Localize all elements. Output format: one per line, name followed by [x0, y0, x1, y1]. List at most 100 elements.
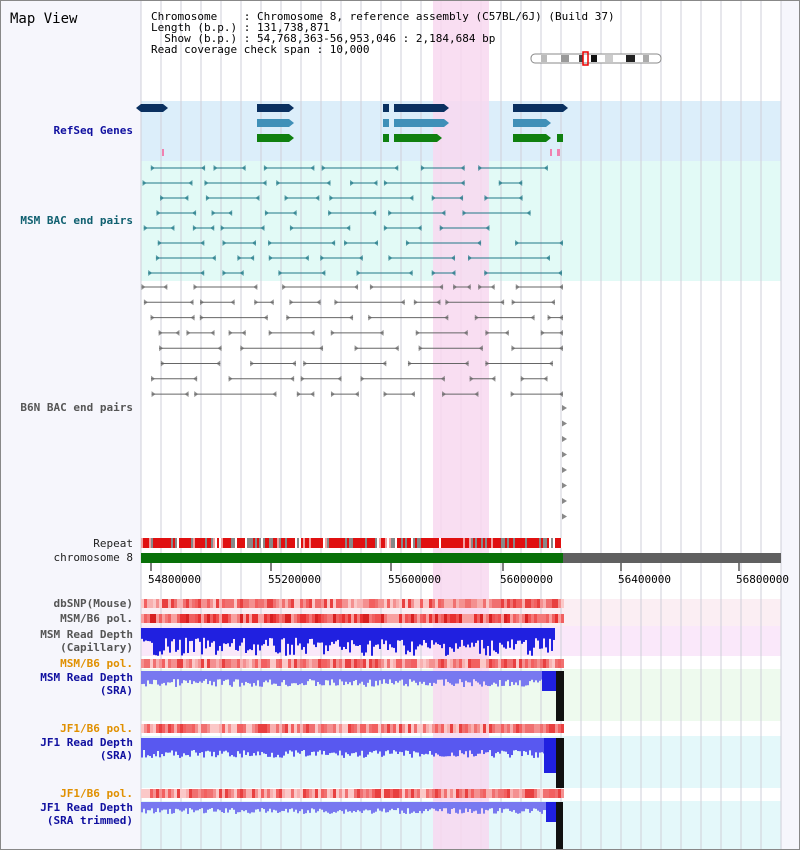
track-label-refseq[interactable]: RefSeq Genes	[53, 124, 133, 137]
polymorphism-cell	[318, 614, 321, 623]
polymorphism-cell	[297, 659, 300, 668]
track-label-chromosome[interactable]: chromosome 8	[53, 551, 133, 564]
repeat-element	[365, 538, 367, 548]
polymorphism-cell	[315, 724, 318, 733]
read-depth-bar	[349, 628, 351, 653]
polymorphism-cell	[531, 789, 534, 798]
repeat-element	[297, 538, 299, 548]
read-depth-bar	[161, 738, 163, 755]
read-depth-bar	[395, 628, 397, 653]
polymorphism-cell	[288, 659, 291, 668]
read-depth-bar	[159, 671, 161, 686]
polymorphism-cell	[180, 599, 183, 608]
gene-feature	[394, 104, 444, 112]
track-label-msm-bac[interactable]: MSM BAC end pairs	[20, 214, 133, 227]
polymorphism-cell	[471, 614, 474, 623]
read-depth-bar	[463, 671, 465, 687]
polymorphism-cell	[141, 789, 144, 798]
read-depth-bar	[357, 628, 359, 646]
polymorphism-cell	[240, 789, 243, 798]
read-depth-bar	[411, 671, 413, 682]
read-depth-bar	[163, 738, 165, 757]
polymorphism-cell	[222, 599, 225, 608]
bac-end	[276, 180, 281, 186]
track-label-jf1-b6-pol-2[interactable]: JF1/B6 pol.	[60, 787, 133, 800]
polymorphism-cell	[297, 789, 300, 798]
track-label-jf1-depth-sra[interactable]: JF1 Read Depth (SRA)	[40, 736, 133, 762]
polymorphism-cell	[444, 724, 447, 733]
read-depth-bar	[321, 671, 323, 686]
polymorphism-cell	[447, 599, 450, 608]
track-label-msm-depth-capillary[interactable]: MSM Read Depth (Capillary)	[40, 628, 133, 654]
read-depth-bar	[165, 628, 167, 639]
track-label-msm-depth-sra[interactable]: MSM Read Depth (SRA)	[40, 671, 133, 697]
read-depth-bar	[491, 628, 493, 641]
read-depth-bar	[315, 738, 317, 756]
polymorphism-cell	[420, 659, 423, 668]
read-depth-bar	[209, 671, 211, 681]
repeat-element	[505, 538, 507, 548]
polymorphism-cell	[354, 599, 357, 608]
repeat-element	[535, 538, 537, 548]
label-line-2: (Capillary)	[60, 641, 133, 654]
track-label-dbsnp[interactable]: dbSNP(Mouse)	[53, 597, 133, 610]
read-depth-bar	[259, 671, 261, 687]
repeat-element	[263, 538, 265, 548]
polymorphism-cell	[255, 659, 258, 668]
ideogram-band	[561, 55, 569, 62]
polymorphism-cell	[249, 724, 252, 733]
polymorphism-cell	[309, 659, 312, 668]
polymorphism-cell	[453, 599, 456, 608]
polymorphism-cell	[345, 789, 348, 798]
bac-end	[192, 225, 197, 231]
track-label-msm-b6-pol-2[interactable]: MSM/B6 pol.	[60, 657, 133, 670]
read-depth-bar	[247, 738, 249, 753]
bac-end	[518, 180, 523, 186]
read-depth-bar	[441, 671, 443, 680]
read-depth-bar	[515, 738, 517, 751]
read-depth-bar	[349, 738, 351, 756]
bac-end	[436, 299, 441, 306]
read-depth-bar	[201, 738, 203, 753]
read-depth-bar	[481, 671, 483, 687]
polymorphism-cell	[294, 614, 297, 623]
read-depth-bar	[147, 671, 149, 681]
bac-end	[200, 299, 205, 306]
track-label-msm-b6-pol[interactable]: MSM/B6 pol.	[60, 612, 133, 625]
polymorphism-cell	[531, 599, 534, 608]
repeat-element	[399, 538, 401, 548]
read-depth-bar	[407, 671, 409, 687]
read-depth-bar	[403, 738, 405, 756]
read-depth-bar	[451, 671, 453, 685]
read-depth-bar	[315, 802, 317, 813]
read-depth-bar	[495, 628, 497, 653]
bac-end	[237, 255, 242, 261]
polymorphism-cell	[273, 724, 276, 733]
track-label-b6n-bac[interactable]: B6N BAC end pairs	[20, 401, 133, 414]
read-depth-bar	[351, 628, 353, 641]
read-depth-bar	[307, 802, 309, 811]
read-depth-bar	[249, 802, 251, 814]
polymorphism-cell	[177, 614, 180, 623]
read-depth-bar	[195, 802, 197, 811]
polymorphism-cell	[558, 724, 561, 733]
read-depth-bar	[537, 671, 539, 683]
polymorphism-cell	[363, 789, 366, 798]
read-depth-bar	[379, 671, 381, 681]
bac-end	[562, 467, 567, 473]
polymorphism-cell	[303, 614, 306, 623]
read-depth-bar	[243, 802, 245, 812]
read-depth-bar	[459, 671, 461, 680]
chromosome-line: Chromosome : Chromosome 8, reference ass…	[151, 10, 615, 23]
track-label-repeat[interactable]: Repeat	[93, 537, 133, 550]
read-depth-bar	[441, 628, 443, 649]
read-depth-bar	[377, 738, 379, 754]
track-label-jf1-depth-trimmed[interactable]: JF1 Read Depth (SRA trimmed)	[40, 801, 133, 827]
repeat-element	[521, 538, 523, 548]
polymorphism-cell	[288, 724, 291, 733]
read-depth-bar	[309, 802, 311, 813]
track-label-jf1-b6-pol[interactable]: JF1/B6 pol.	[60, 722, 133, 735]
repeat-element	[493, 538, 495, 548]
read-depth-bar	[429, 628, 431, 649]
